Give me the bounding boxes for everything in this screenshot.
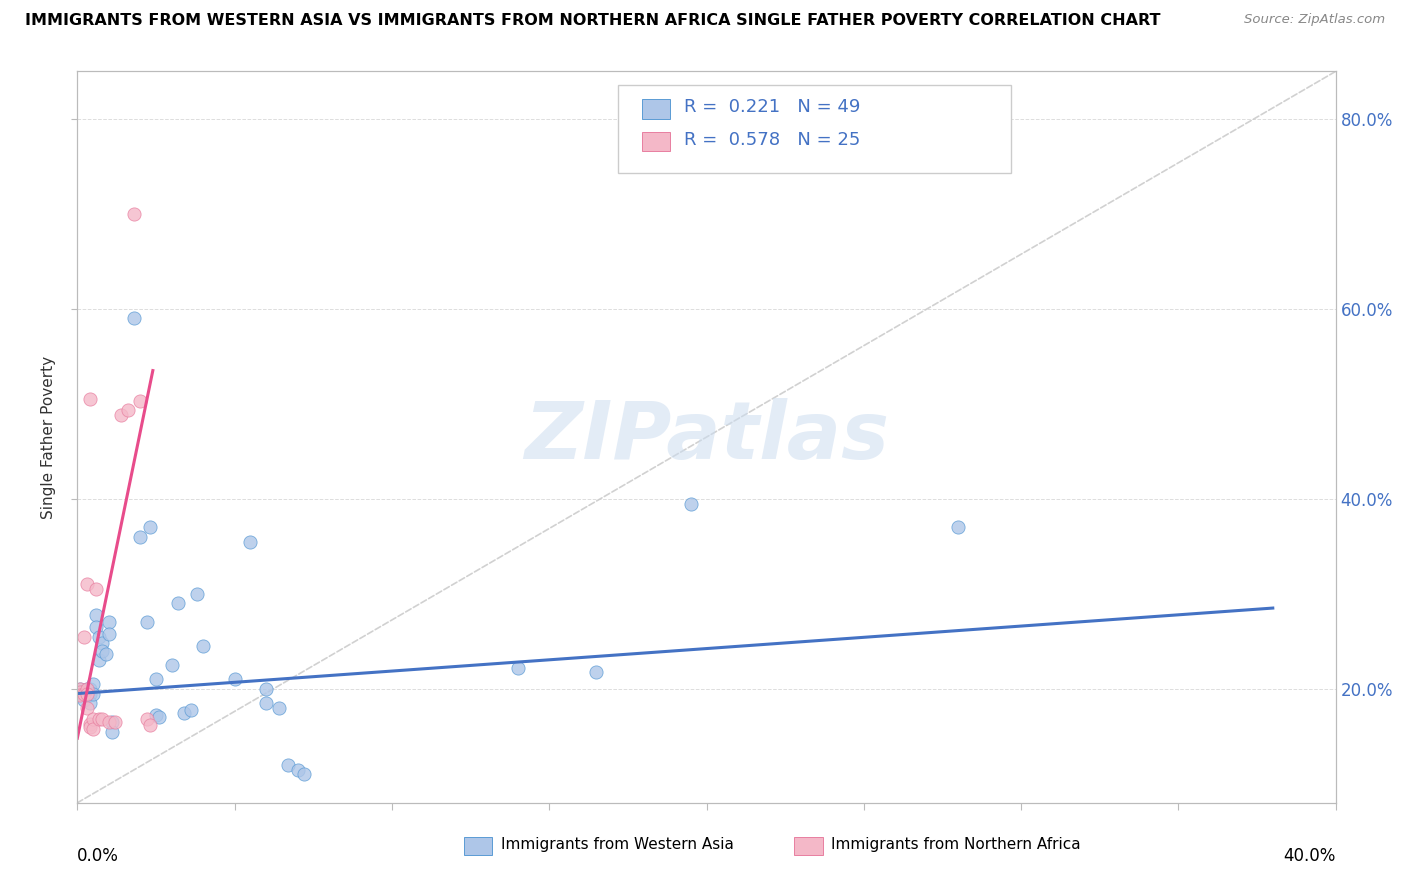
Text: Immigrants from Northern Africa: Immigrants from Northern Africa: [831, 838, 1081, 852]
Text: 40.0%: 40.0%: [1284, 847, 1336, 864]
Point: [76, 684, 98, 698]
Point: [191, 639, 215, 653]
Point: [89, 653, 111, 667]
Point: [72, 630, 94, 644]
Point: [129, 530, 152, 544]
Text: ZIPatlas: ZIPatlas: [524, 398, 889, 476]
Text: 0.0%: 0.0%: [77, 847, 120, 864]
Point: [138, 520, 160, 534]
Text: IMMIGRANTS FROM WESTERN ASIA VS IMMIGRANTS FROM NORTHERN AFRICA SINGLE FATHER PO: IMMIGRANTS FROM WESTERN ASIA VS IMMIGRAN…: [25, 13, 1161, 29]
Point: [145, 673, 167, 687]
Point: [97, 714, 120, 729]
Point: [97, 626, 120, 640]
Point: [101, 714, 124, 729]
Point: [506, 661, 529, 675]
Point: [160, 658, 183, 673]
Point: [94, 647, 117, 661]
Point: [76, 689, 98, 703]
Point: [138, 718, 160, 732]
Point: [82, 677, 104, 691]
Point: [239, 534, 262, 549]
Point: [117, 403, 139, 417]
Point: [101, 724, 124, 739]
Point: [287, 763, 309, 777]
Point: [69, 681, 91, 696]
Text: R =  0.578   N = 25: R = 0.578 N = 25: [683, 130, 860, 149]
Point: [82, 712, 104, 726]
Y-axis label: Single Father Poverty: Single Father Poverty: [41, 356, 56, 518]
Point: [79, 717, 101, 731]
Point: [91, 644, 114, 658]
Point: [82, 722, 104, 736]
Point: [84, 607, 107, 622]
Point: [84, 620, 107, 634]
Point: [76, 577, 98, 591]
Point: [69, 689, 91, 703]
Point: [69, 684, 91, 698]
Point: [89, 712, 111, 726]
Point: [254, 681, 277, 696]
Point: [76, 681, 98, 696]
Point: [104, 714, 127, 729]
Point: [948, 520, 970, 534]
Point: [91, 636, 114, 650]
Point: [173, 706, 195, 720]
Point: [79, 392, 101, 406]
Point: [69, 681, 91, 696]
Point: [72, 689, 94, 703]
Point: [76, 701, 98, 715]
Point: [76, 681, 98, 696]
Point: [76, 687, 98, 701]
Point: [679, 497, 702, 511]
Point: [110, 409, 132, 423]
Point: [267, 701, 290, 715]
Point: [69, 687, 91, 701]
Point: [79, 696, 101, 710]
Point: [72, 683, 94, 698]
Point: [186, 587, 208, 601]
Point: [122, 207, 145, 221]
Point: [122, 311, 145, 326]
Point: [277, 757, 299, 772]
Point: [79, 720, 101, 734]
Point: [84, 582, 107, 596]
Point: [292, 767, 315, 781]
Point: [148, 710, 170, 724]
Point: [254, 696, 277, 710]
Point: [180, 703, 202, 717]
Point: [145, 708, 167, 723]
Point: [97, 615, 120, 630]
Point: [129, 394, 152, 409]
Text: R =  0.221   N = 49: R = 0.221 N = 49: [683, 98, 860, 117]
Point: [82, 687, 104, 701]
Point: [224, 673, 246, 687]
Text: Immigrants from Western Asia: Immigrants from Western Asia: [501, 838, 734, 852]
Text: Source: ZipAtlas.com: Source: ZipAtlas.com: [1244, 13, 1385, 27]
Point: [135, 615, 157, 630]
Point: [167, 596, 190, 610]
Point: [79, 681, 101, 696]
Point: [585, 665, 607, 679]
Point: [89, 630, 111, 644]
Point: [72, 693, 94, 707]
Point: [79, 687, 101, 701]
Point: [91, 712, 114, 726]
Point: [135, 712, 157, 726]
Point: [72, 687, 94, 701]
